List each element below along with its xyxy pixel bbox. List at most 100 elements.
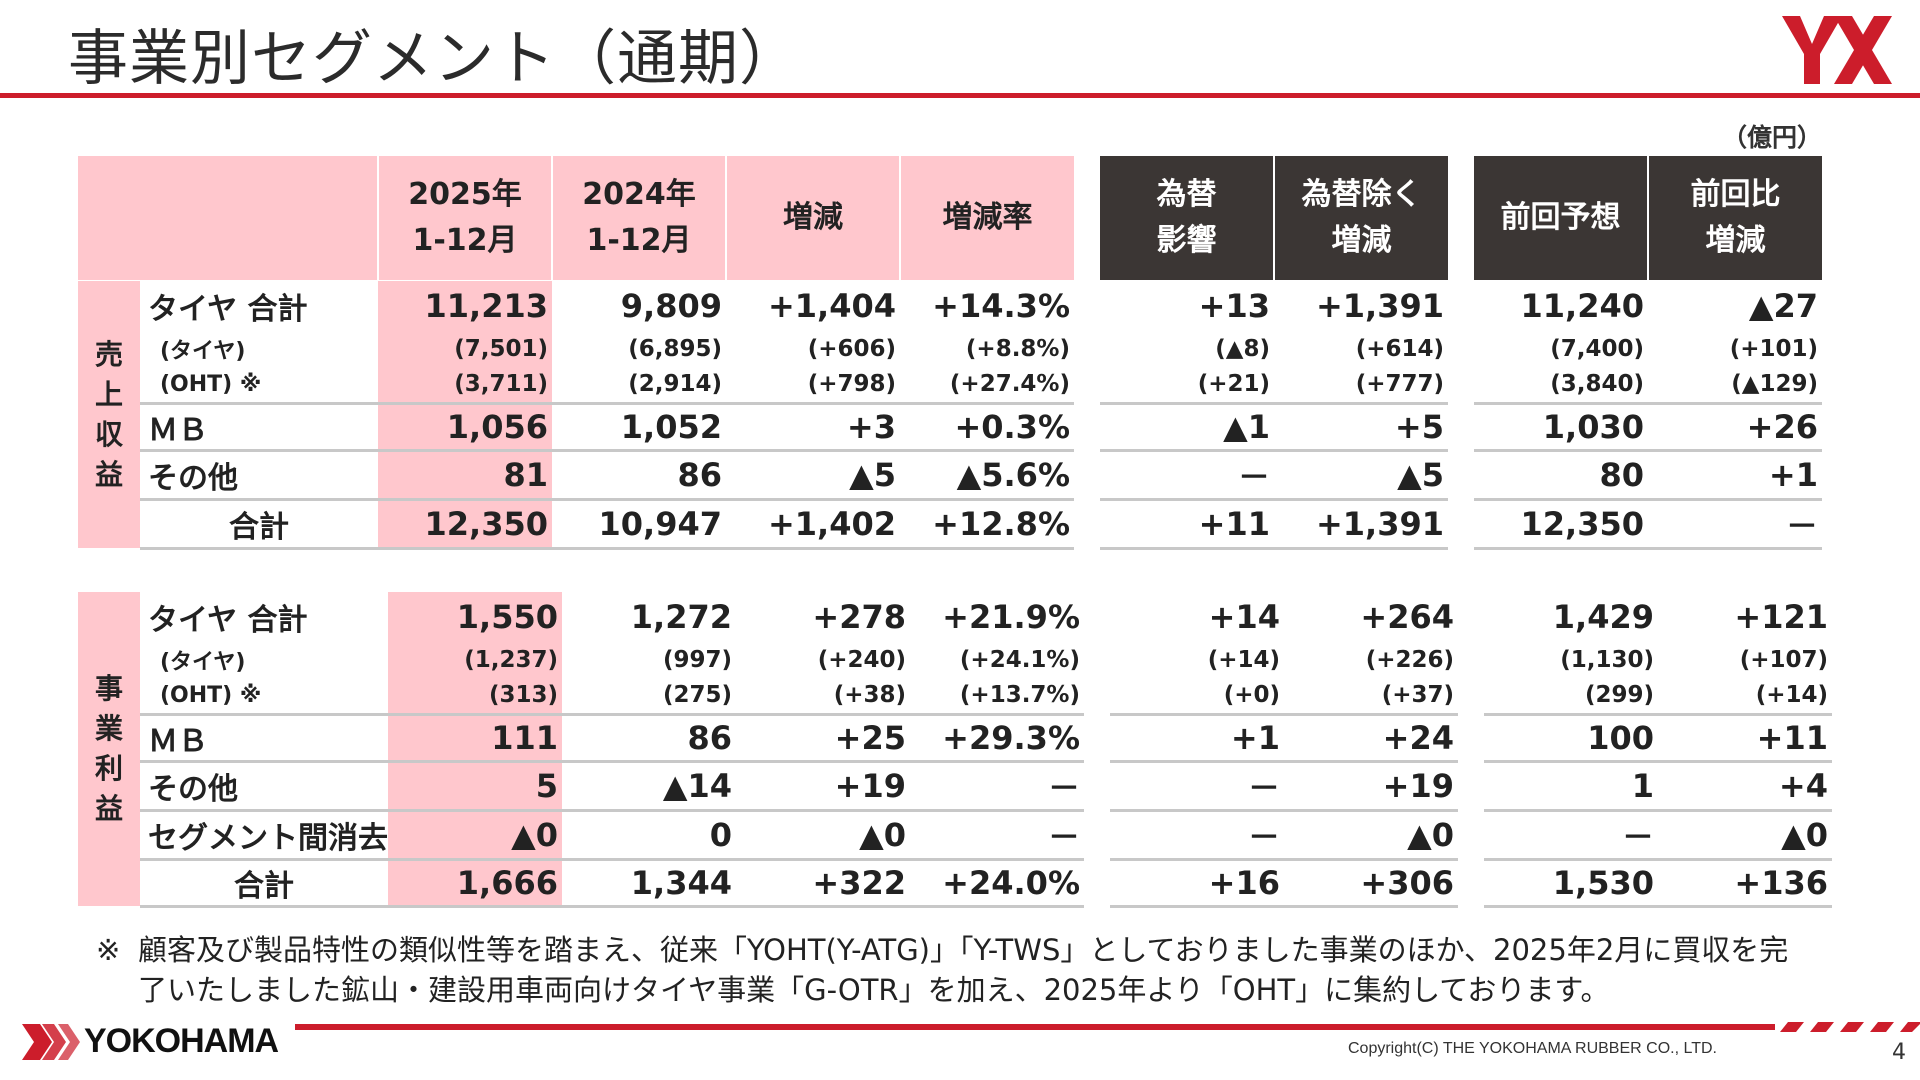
cell-value: －	[1484, 810, 1658, 861]
cell-value: 1,052	[552, 403, 726, 452]
cell-value: －	[1648, 499, 1822, 550]
cell-value: +278	[812, 598, 906, 636]
copyright-text: Copyright(C) THE YOKOHAMA RUBBER CO., LT…	[1348, 1040, 1717, 1057]
cell-value: +1,402	[726, 499, 900, 550]
table-row: 売上収益タイヤ 合計 11,213 9,809 +1,404 +14.3% +13 +1,3…	[78, 281, 1822, 548]
cell-value: (+24.1%)	[959, 647, 1080, 673]
cell-value: +1,391	[1315, 287, 1444, 325]
cell-value: ▲0	[388, 810, 562, 861]
cell-value: +5	[1274, 403, 1448, 452]
cell-value: 5	[388, 761, 562, 812]
cell-value: +3	[726, 403, 900, 452]
col-header-rate: 増減率	[899, 156, 1074, 280]
side-label-char: 利	[94, 752, 123, 785]
cell-value: +121	[1734, 598, 1828, 636]
col-header-exfx: 為替除く 増減	[1273, 156, 1448, 280]
cell-value: －	[1110, 810, 1284, 861]
cell-value: +1	[1648, 450, 1822, 501]
table-row: その他 5 ▲14 +19 －－ +19 1 +4	[78, 761, 1832, 812]
unit-label: （億円）	[1722, 123, 1823, 152]
cell-value: +12.8%	[900, 499, 1074, 550]
row-label: セグメント間消去	[140, 810, 388, 861]
cell-value: 1,666	[388, 859, 562, 908]
cell-value: (+14)	[1207, 647, 1280, 673]
side-label-char: 上	[94, 377, 123, 411]
cell-value: ▲5	[726, 450, 900, 501]
table-row: 合計 1,666 1,344 +322 +24.0% +16 +306 1,530 +136	[78, 859, 1832, 908]
cell-value: 11,240	[1520, 287, 1644, 325]
table-row: (OHT) ※ (313) (275) (+38) (+13.7%) (+0) (+37) (…	[78, 678, 1832, 716]
cell-value: 1,550	[388, 592, 562, 642]
cell-value: 0	[562, 810, 736, 861]
cell-value: (+107)	[1739, 647, 1828, 673]
cell-value: +4	[1658, 761, 1832, 812]
side-label-char: 益	[94, 792, 123, 825]
cell-value: －	[1100, 450, 1274, 501]
row-label: 合計	[140, 499, 378, 550]
table-row: (タイヤ) (1,237) (997) (+240) (+24.1%) (+14) (+22…	[78, 642, 1832, 678]
footer-brand-text: YOKOHAMA	[84, 1022, 279, 1060]
cell-value: (7,400)	[1550, 336, 1644, 362]
row-label: タイヤ 合計	[148, 292, 308, 327]
cell-value: +24	[1284, 714, 1458, 763]
cell-value: (+37)	[1284, 678, 1458, 716]
yokohama-logo-icon	[22, 1024, 80, 1060]
cell-value: 1,530	[1484, 859, 1658, 908]
footnote: ※ 顧客及び製品特性の類似性等を踏まえ、従来「YOHT(Y-ATG)」「Y-TW…	[96, 930, 1816, 1010]
table-row: (OHT) ※ (3,711) (2,914) (+798) (+27.4%) (+21)…	[78, 367, 1822, 405]
cell-value: +29.3%	[910, 714, 1084, 763]
cell-value: (3,711)	[378, 367, 552, 405]
cell-value: 11,213	[378, 281, 552, 331]
cell-value: +0.3%	[900, 403, 1074, 452]
row-label: タイヤ 合計	[148, 603, 308, 638]
cell-value: 1,030	[1474, 403, 1648, 452]
cell-value: (1,237)	[388, 642, 562, 678]
row-label: (OHT) ※	[140, 367, 378, 405]
page-title: 事業別セグメント（通期）	[68, 24, 800, 94]
cell-value: ▲5	[1274, 450, 1448, 501]
table-row: ＭＢ 1,056 1,052 +3 +0.3% ▲1 +5 1,030 +26	[78, 403, 1822, 452]
cell-value: 1,429	[1552, 598, 1654, 636]
col-header-vs-forecast: 前回比 増減	[1647, 156, 1822, 280]
cell-value: (+38)	[736, 678, 910, 716]
cell-value: +306	[1284, 859, 1458, 908]
cell-value: 86	[552, 450, 726, 501]
cell-value: +13	[1198, 287, 1270, 325]
row-label: その他	[140, 761, 388, 812]
cell-value: 81	[378, 450, 552, 501]
cell-value: (+798)	[726, 367, 900, 405]
side-label-char: 収	[94, 417, 123, 451]
table-row: セグメント間消去 ▲0 0 ▲0 －－ ▲0 － ▲0	[78, 810, 1832, 861]
cell-value: －	[910, 810, 1084, 861]
cell-value: +1	[1110, 714, 1284, 763]
cell-value: (1,130)	[1560, 647, 1654, 673]
cell-value: (+777)	[1274, 367, 1448, 405]
cell-value: ▲0	[1658, 810, 1832, 861]
row-label: ＭＢ	[140, 403, 378, 452]
cell-value: +16	[1110, 859, 1284, 908]
cell-value: (313)	[388, 678, 562, 716]
cell-value: +14	[1208, 598, 1280, 636]
cell-value: (+0)	[1110, 678, 1284, 716]
row-label: その他	[140, 450, 378, 501]
cell-value: (▲8)	[1215, 336, 1270, 362]
cell-value: (7,501)	[378, 331, 552, 367]
cell-value: +14.3%	[932, 287, 1070, 325]
side-label-char: 事	[94, 672, 123, 705]
cell-value: 10,947	[552, 499, 726, 550]
footnote-mark: ※	[96, 933, 121, 967]
yx-brand-icon	[1782, 16, 1892, 84]
footer-divider	[295, 1024, 1775, 1030]
cell-value: +19	[736, 761, 910, 812]
cell-value: +21.9%	[942, 598, 1080, 636]
section-side-label: 事業利益	[78, 592, 140, 906]
section-side-label: 売上収益	[78, 281, 140, 548]
cell-value: 100	[1484, 714, 1658, 763]
cell-value: 1	[1484, 761, 1658, 812]
cell-value: ▲27	[1748, 287, 1818, 325]
revenue-table: 売上収益タイヤ 合計 11,213 9,809 +1,404 +14.3% +13 +1,3…	[78, 281, 1822, 550]
cell-value: (2,914)	[552, 367, 726, 405]
cell-value: 1,344	[562, 859, 736, 908]
cell-value: (3,840)	[1474, 367, 1648, 405]
table-row: 事業利益タイヤ 合計 1,550 1,272 +278 +21.9% +14 +264 1,4…	[78, 592, 1832, 906]
